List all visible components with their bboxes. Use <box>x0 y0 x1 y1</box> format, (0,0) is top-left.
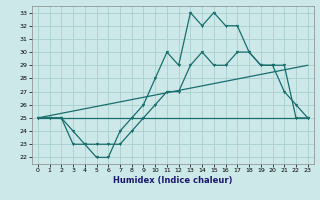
X-axis label: Humidex (Indice chaleur): Humidex (Indice chaleur) <box>113 176 233 185</box>
